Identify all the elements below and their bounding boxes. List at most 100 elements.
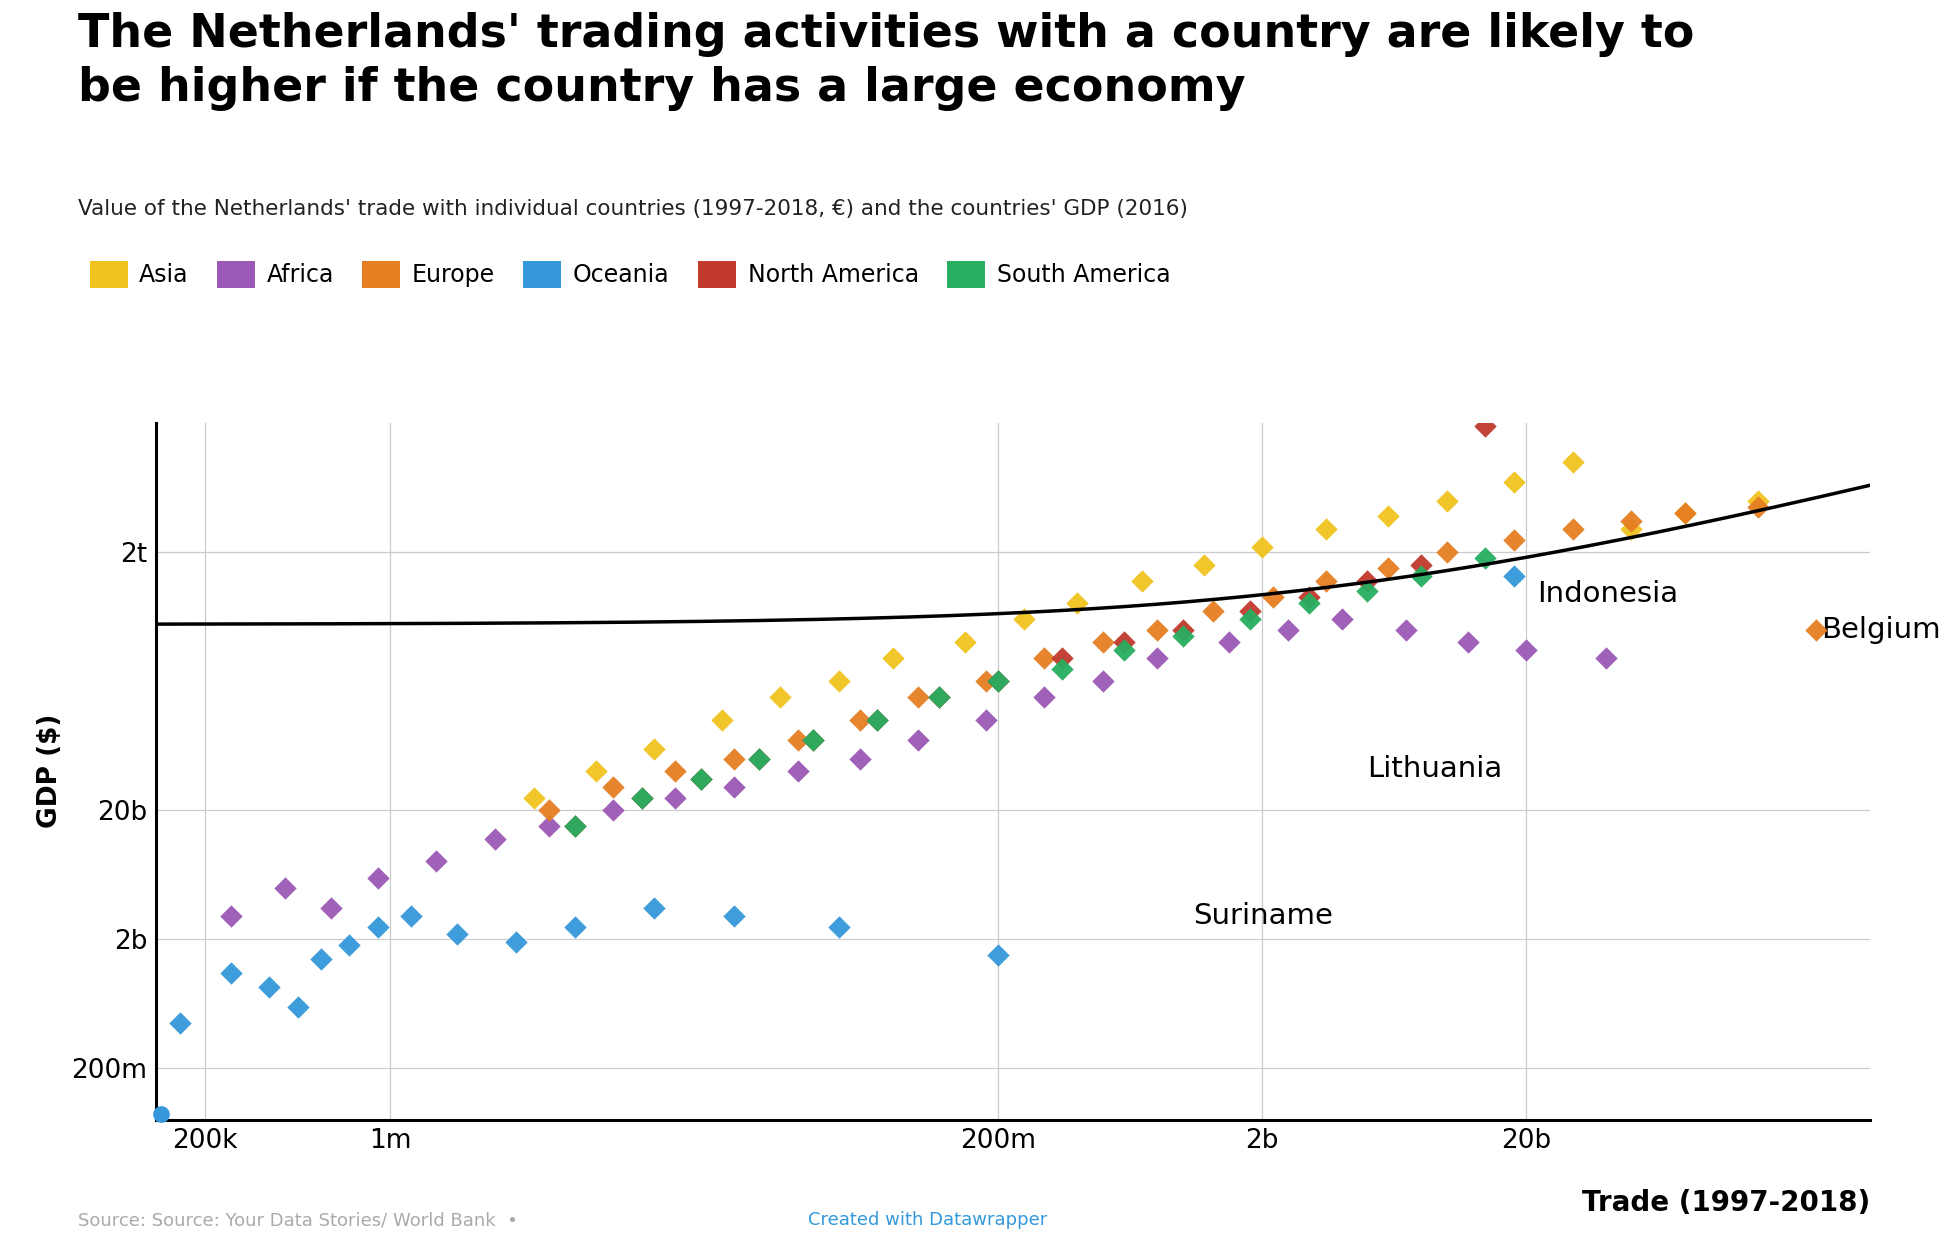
Point	[559, 917, 590, 937]
Point	[1258, 587, 1290, 607]
Point	[1451, 632, 1482, 652]
Point	[783, 730, 814, 750]
Point	[442, 924, 473, 944]
Point	[1742, 496, 1773, 516]
Point	[982, 945, 1013, 965]
Point	[861, 710, 892, 730]
Point	[1311, 519, 1342, 539]
Point	[1352, 581, 1383, 601]
Point	[843, 710, 875, 730]
Point	[660, 761, 692, 781]
Point	[1108, 632, 1140, 652]
Point	[949, 632, 980, 652]
Point	[797, 730, 828, 750]
Point	[395, 907, 427, 927]
Point	[1498, 566, 1529, 586]
Point	[1142, 620, 1173, 639]
Point	[627, 787, 658, 807]
Point	[518, 787, 549, 807]
Point	[534, 816, 565, 836]
Point	[686, 769, 717, 789]
Point	[1108, 639, 1140, 659]
Point	[627, 787, 658, 807]
Point	[559, 816, 590, 836]
Point	[333, 935, 364, 955]
Point	[1512, 639, 1543, 659]
Text: Value of the Netherlands' trade with individual countries (1997-2018, €) and the: Value of the Netherlands' trade with ind…	[78, 199, 1188, 219]
Point	[1247, 536, 1278, 556]
Point	[1029, 687, 1060, 707]
Point	[501, 932, 532, 952]
Point	[902, 687, 933, 707]
Point	[843, 749, 875, 769]
Point	[744, 749, 775, 769]
Point	[1373, 559, 1405, 578]
Point	[1391, 620, 1422, 639]
Point	[719, 749, 750, 769]
Point	[164, 1013, 195, 1033]
Point	[923, 687, 955, 707]
Point	[1498, 530, 1529, 550]
Point	[1046, 648, 1077, 668]
Point	[1087, 671, 1118, 690]
Point	[902, 730, 933, 750]
Point	[1167, 620, 1198, 639]
Point	[1188, 555, 1219, 575]
Point	[479, 829, 510, 848]
Point	[1142, 648, 1173, 668]
Point	[982, 671, 1013, 690]
Point	[1556, 519, 1588, 539]
Point	[1669, 504, 1701, 524]
Point	[1742, 490, 1773, 510]
Text: Belgium: Belgium	[1821, 616, 1940, 643]
Point	[970, 710, 1001, 730]
Point	[1126, 571, 1157, 591]
Point	[1327, 610, 1358, 629]
Point	[1214, 632, 1245, 652]
Point	[1272, 620, 1303, 639]
Point	[1029, 648, 1060, 668]
Point	[1617, 519, 1648, 539]
Point	[1046, 658, 1077, 678]
Point	[559, 816, 590, 836]
Text: Suriname: Suriname	[1194, 902, 1332, 931]
Point	[316, 898, 347, 918]
Point	[639, 739, 670, 759]
Point	[362, 917, 393, 937]
Point	[1432, 542, 1463, 562]
Legend: Asia, Africa, Europe, Oceania, North America, South America: Asia, Africa, Europe, Oceania, North Ame…	[90, 260, 1171, 287]
Point	[1498, 471, 1529, 491]
Point	[1062, 593, 1093, 613]
Point	[970, 671, 1001, 690]
X-axis label: Trade (1997-2018): Trade (1997-2018)	[1582, 1189, 1870, 1218]
Y-axis label: GDP ($): GDP ($)	[37, 714, 62, 829]
Point	[744, 749, 775, 769]
Point	[1293, 587, 1325, 607]
Text: The Netherlands' trading activities with a country are likely to
be higher if th: The Netherlands' trading activities with…	[78, 12, 1695, 111]
Point	[1198, 601, 1229, 621]
Point	[581, 761, 612, 781]
Point	[1556, 452, 1588, 471]
Point	[1617, 511, 1648, 531]
Text: Source: Source: Your Data Stories/ World Bank  •: Source: Source: Your Data Stories/ World…	[78, 1212, 530, 1229]
Point	[861, 710, 892, 730]
Point	[1406, 555, 1438, 575]
Text: Indonesia: Indonesia	[1537, 580, 1679, 608]
Point	[797, 730, 828, 750]
Point	[1432, 490, 1463, 510]
Point	[362, 867, 393, 887]
Point	[766, 687, 797, 707]
Point	[1235, 610, 1266, 629]
Point	[1471, 547, 1502, 567]
Point	[598, 800, 629, 820]
Point	[877, 648, 908, 668]
Text: Created with Datawrapper: Created with Datawrapper	[808, 1212, 1048, 1229]
Point	[705, 710, 736, 730]
Point	[923, 687, 955, 707]
Point	[421, 852, 452, 872]
Point	[216, 907, 247, 927]
Point	[216, 963, 247, 983]
Point	[1406, 566, 1438, 586]
Point	[1471, 415, 1502, 435]
Point	[1373, 506, 1405, 526]
